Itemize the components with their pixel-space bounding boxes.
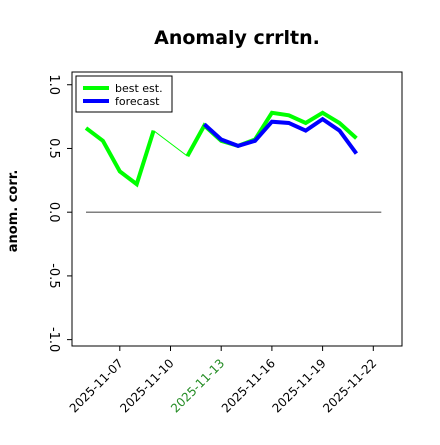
y-tick-label: 0.5 — [46, 138, 61, 159]
legend-label-best-est: best est. — [115, 82, 163, 95]
series-line-best-est — [84, 126, 156, 188]
y-axis-label: anom. corr. — [6, 170, 21, 253]
legend: best est. forecast — [75, 75, 173, 113]
y-tick-label: 1.0 — [46, 74, 61, 95]
series-connector-best-est — [153, 130, 188, 157]
series-line-forecast — [202, 116, 359, 155]
y-tick-label: 0.0 — [46, 202, 61, 223]
legend-label-forecast: forecast — [115, 95, 160, 108]
legend-box — [75, 75, 173, 113]
x-tick-label: 2025-11-22 — [320, 356, 379, 415]
y-tick-label: -1.0 — [46, 327, 61, 352]
plot-area: -1.0-0.50.00.51.02025-11-072025-11-10202… — [46, 71, 403, 415]
y-tick-label: -0.5 — [46, 263, 61, 288]
plot-frame — [71, 71, 403, 347]
chart-title: Anomaly crrltn. — [154, 27, 320, 49]
